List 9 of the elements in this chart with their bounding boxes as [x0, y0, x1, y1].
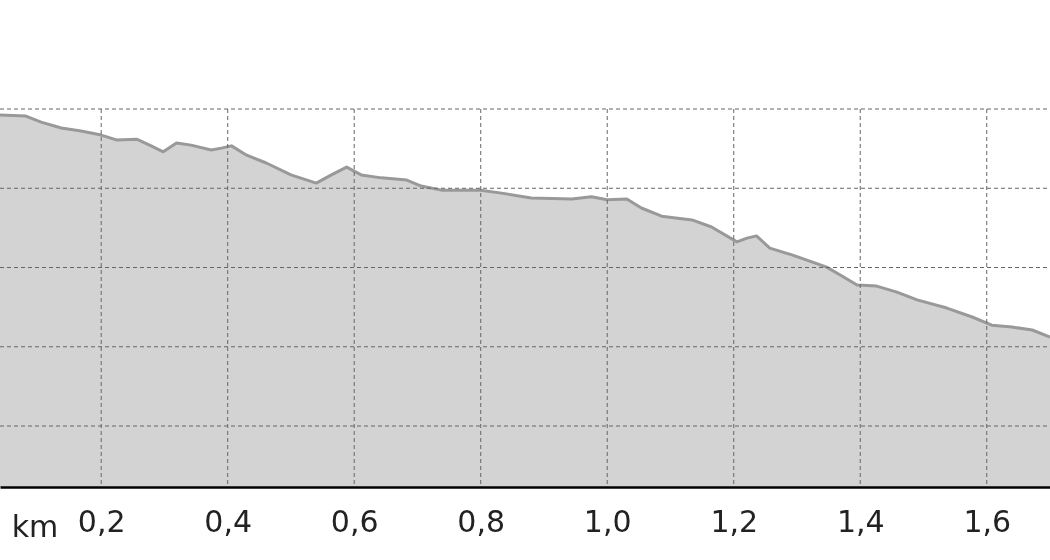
x-tick-label: 0,4: [204, 504, 253, 540]
x-tick-label: 0,2: [77, 504, 126, 540]
x-tick-label: 1,4: [836, 504, 885, 540]
x-tick-label: 1,6: [963, 504, 1012, 540]
x-tick-label: 0,6: [330, 504, 379, 540]
x-tick-label: 1,2: [710, 504, 759, 540]
x-tick-label: 1,0: [583, 504, 632, 540]
x-tick-label: 0,8: [457, 504, 506, 540]
x-axis-title: km: [11, 509, 59, 544]
